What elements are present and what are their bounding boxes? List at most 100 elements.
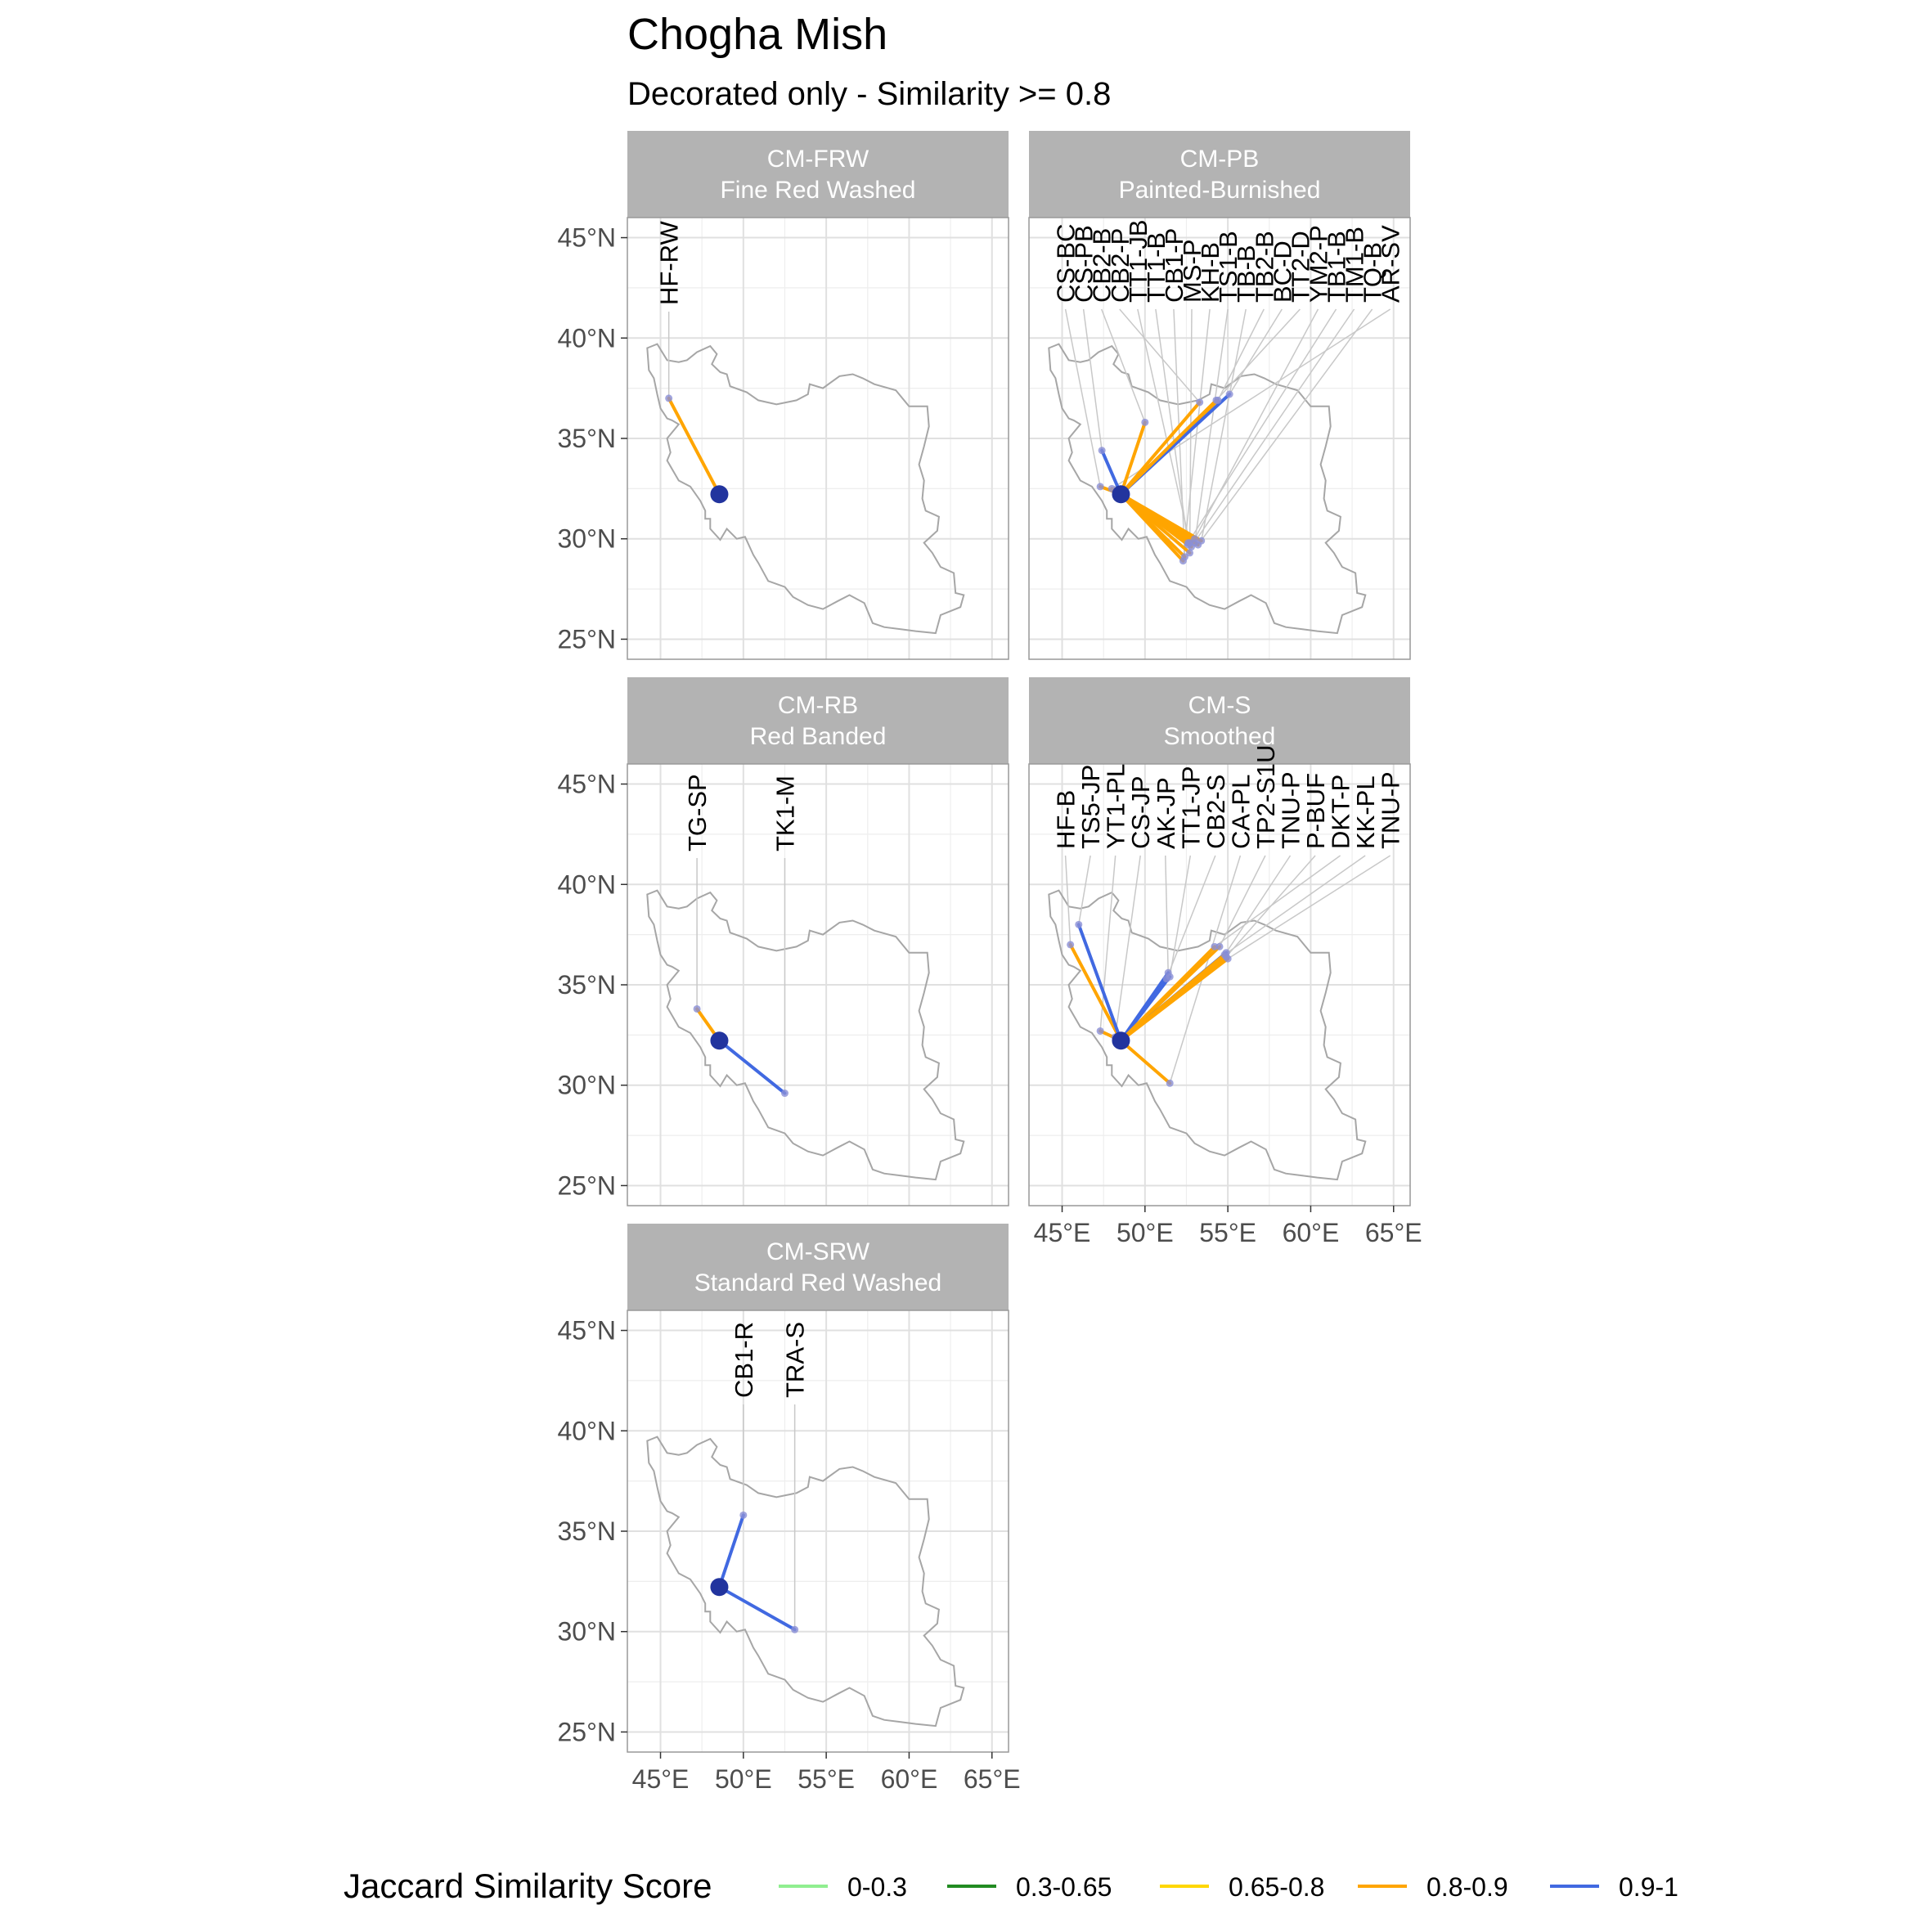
site-labels: HF-RW [655,221,684,398]
site-label-tt1-jp: TT1-JP [1176,766,1205,849]
y-tick-label: 25°N [558,624,617,654]
site-label-tnu-p: TNU-P [1277,771,1305,849]
facet-strip [1029,677,1410,764]
site-point [693,1004,701,1013]
y-tick-label: 45°N [558,1316,617,1346]
site-label-ak-jp: AK-JP [1152,777,1180,849]
link-line [1119,420,1147,496]
x-tick-label: 60°E [1283,1218,1340,1247]
site-label-cs-bc: CS-BC [1052,224,1081,303]
site-label-cs-jp: CS-JP [1126,775,1155,849]
site-labels: TG-SP TK1-M [683,774,800,1094]
facet-strip [627,131,1009,218]
site-label-ar-sv: AR-SV [1377,225,1405,303]
y-tick-label: 35°N [558,1516,617,1546]
site-label-ca-pl: CA-PL [1226,775,1255,849]
leader-line [1193,308,1229,543]
leader-line [1217,308,1265,401]
x-tick-label: 50°E [715,1764,772,1794]
site-labels: CB1-R TRA-S [730,1322,810,1630]
site-label-tt1-b: TT1-B [1142,232,1170,303]
leader-line [1064,855,1072,945]
link-line [1119,492,1185,563]
facet-panel-cm-pb: CM-PB Painted-Burnished CS-BCCS-PBCB2-BCB2… [1028,131,1411,660]
site-point [739,1511,748,1519]
iran-outline [646,889,965,1181]
gridlines [627,1310,1009,1752]
site-point [1188,543,1196,551]
site-point [1075,920,1083,928]
leader-line [1078,855,1091,925]
facet-strip [1029,131,1410,218]
facet-strip-name: Fine Red Washed [720,177,915,204]
similarity-links [1096,390,1233,565]
link-line [717,1513,745,1589]
link-line [717,1585,797,1632]
site-point [1224,955,1232,963]
site-point [1096,1027,1104,1035]
site-point [1162,975,1170,983]
y-tick-label: 40°N [558,323,617,353]
site-label-bc-d: BC-D [1268,240,1296,303]
link-line [1119,398,1218,496]
legend-label: 0.9-1 [1619,1872,1678,1902]
site-label-hf-b: HF-B [1052,790,1081,849]
site-label-tg-sp: TG-SP [683,774,712,851]
site-point [1067,941,1075,949]
leader-line [1190,308,1355,547]
y-tick-label: 40°N [558,1416,617,1445]
link-line [667,396,721,496]
site-label-tp2-s1u: TP2-S1U [1251,745,1280,849]
y-axis: 45°N 40°N 35°N 30°N 25°N [558,770,627,1200]
y-axis: 45°N 40°N 35°N 30°N 25°N [558,1316,627,1746]
facet-strip-code: CM-RB [778,692,858,719]
facet-panels: CM-FRW Fine Red Washed HF-RW 45°N 40°N 35°N 30… [558,131,1422,1794]
leader-line [1064,308,1101,487]
x-axis: 45°E 50°E 55°E 60°E 65°E [632,1752,1021,1794]
y-tick-label: 30°N [558,1617,617,1647]
site-label-ts1-b: TS1-B [1214,231,1242,303]
leader-line [1166,855,1216,979]
site-label-ym2-p: YM2-P [1304,225,1332,303]
x-tick-label: 65°E [964,1764,1021,1794]
site-point [1098,447,1106,455]
leader-line [1173,308,1186,557]
leader-line [1229,308,1283,395]
site-point [1196,398,1204,407]
site-point [1191,535,1199,543]
leader-line [1225,855,1292,954]
leader-line [1169,855,1192,977]
x-tick-label: 55°E [1199,1218,1256,1247]
leader-line [1224,855,1366,955]
y-tick-label: 30°N [558,524,617,554]
site-label-cs-pb: CS-PB [1070,225,1099,303]
legend-label: 0.3-0.65 [1016,1872,1112,1902]
site-label-kk-pl: KK-PL [1351,775,1380,849]
leader-line [1215,308,1301,401]
legend-item: 0.3-0.65 [947,1872,1112,1902]
leader-line [1187,308,1337,544]
facet-panel-cm-frw: CM-FRW Fine Red Washed HF-RW 45°N 40°N 35°N 30… [558,131,1009,660]
panel-border [1028,763,1411,1206]
legend-item: 0.65-0.8 [1160,1872,1324,1902]
site-label-tb-b: TB-B [1232,245,1260,303]
leader-line [1227,855,1391,959]
site-label-cb1-p: CB1-P [1160,228,1188,303]
site-labels: HF-BTS5-JPYT1-PLCS-JPAK-JPTT1-JPCB2-SCA-… [1052,745,1405,1084]
leader-line [1137,308,1191,543]
site-label-tm1-b: TM1-B [1341,227,1369,303]
gridlines [627,218,1009,659]
y-tick-label: 40°N [558,869,617,899]
legend-item: 0.8-0.9 [1358,1872,1508,1902]
site-point [1096,483,1104,491]
site-label-kh-b: KH-B [1196,242,1224,303]
site-label-cb2-p: CB2-P [1106,228,1134,303]
facet-strip-code: CM-PB [1180,146,1260,173]
facet-strip [627,677,1009,764]
x-tick-label: 65°E [1365,1218,1422,1247]
facet-strip-name: Standard Red Washed [694,1269,941,1296]
x-tick-label: 45°E [632,1764,690,1794]
site-label-tnu-p: TNU-P [1377,771,1405,849]
facet-panel-cm-rb: CM-RB Red Banded TG-SP TK1-M 45°N 40°N 35°N 30°… [558,677,1009,1206]
